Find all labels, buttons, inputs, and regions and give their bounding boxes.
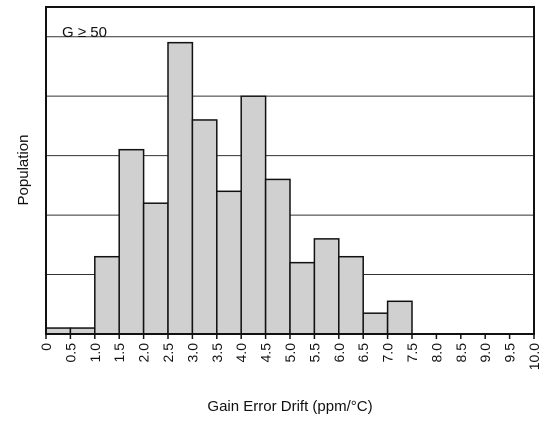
x-tick-label: 6.0 (331, 343, 347, 363)
y-axis-label: Population (15, 135, 32, 206)
x-tick-label: 9.0 (477, 343, 493, 363)
histogram-bar-14 (386, 300, 413, 335)
x-tick-label: 7.0 (380, 343, 396, 363)
x-tick-label: 4.0 (233, 343, 249, 363)
x-tick-label: 9.5 (502, 343, 518, 363)
annotation-label: G ≥ 50 (62, 24, 107, 41)
x-tick-label: 6.5 (355, 343, 371, 363)
x-tick-label: 1.0 (87, 343, 103, 363)
x-tick-label: 5.5 (306, 343, 322, 363)
x-tick-label: 3.5 (209, 343, 225, 363)
x-tick-label: 2.5 (160, 343, 176, 363)
x-tick-label: 4.5 (258, 343, 274, 363)
histogram-bar-12 (338, 255, 364, 335)
histogram-bar-2 (94, 255, 120, 335)
x-tick-label: 3.0 (184, 343, 200, 363)
x-tick-label: 8.5 (453, 343, 469, 363)
histogram-bar-11 (313, 238, 340, 335)
histogram-bar-7 (216, 190, 242, 335)
bars-layer (45, 41, 413, 335)
histogram-bar-4 (142, 202, 169, 335)
histogram-bar-10 (289, 261, 316, 335)
x-ticks-layer: 0 0.5 1.0 1.5 2.0 2.5 3.0 3.5 4.0 4.5 5.0 5.5 6.0 6.5… (38, 334, 542, 370)
x-tick-label: 7.5 (404, 343, 420, 363)
x-tick-label: 0.5 (62, 343, 78, 363)
x-axis-label: Gain Error Drift (ppm/°C) (207, 398, 372, 415)
x-tick-label: 10.0 (526, 343, 542, 370)
x-tick-label: 1.5 (111, 343, 127, 363)
histogram-bar-5 (167, 41, 194, 335)
histogram-bar-3 (118, 148, 145, 335)
x-tick-label: 2.0 (136, 343, 152, 363)
x-tick-label: 5.0 (282, 343, 298, 363)
histogram-bar-8 (240, 95, 267, 335)
histogram-bar-13 (362, 312, 389, 335)
histogram-bar-6 (191, 119, 218, 335)
x-tick-label: 8.0 (428, 343, 444, 363)
histogram-bar-9 (264, 178, 291, 335)
x-tick-label: 0 (38, 343, 54, 351)
